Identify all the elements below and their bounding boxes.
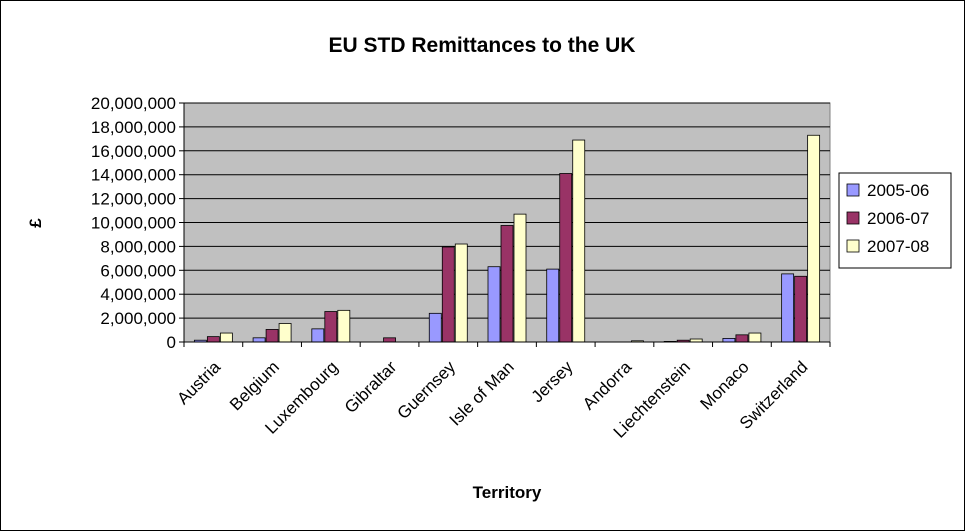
y-tick-label: 18,000,000 [91, 118, 176, 137]
y-tick-label: 12,000,000 [91, 190, 176, 209]
bars [193, 134, 821, 343]
x-category-label: Monaco [697, 357, 753, 413]
legend-label: 2005-06 [867, 181, 929, 200]
bar-2007-08 [572, 139, 586, 343]
bar-2007-08 [454, 243, 468, 343]
y-tick-label: 8,000,000 [100, 237, 176, 256]
x-category-label: Belgium [226, 357, 283, 414]
bar-2005-06 [487, 266, 501, 343]
y-tick-label: 2,000,000 [100, 309, 176, 328]
chart-title: EU STD Remittances to the UK [329, 34, 636, 57]
y-axis-ticks: 0 2,000,000 4,000,000 6,000,000 8,000,000 10,… [91, 94, 830, 352]
legend-label: 2007-08 [867, 237, 929, 256]
legend-swatch [846, 239, 860, 253]
x-category-label: Austria [173, 357, 224, 408]
x-axis-title: Territory [473, 483, 542, 502]
bar-2005-06 [781, 273, 795, 343]
legend-swatch [846, 183, 860, 197]
bar-2005-06 [722, 338, 736, 343]
bar-2006-07 [500, 225, 514, 343]
y-tick-label: 6,000,000 [100, 261, 176, 280]
bar-2006-07 [735, 334, 749, 343]
x-category-label: Andorra [579, 357, 636, 414]
bar-2006-07 [794, 275, 808, 343]
bar-2007-08 [337, 309, 351, 343]
bar-2006-07 [441, 246, 455, 343]
y-tick-label: 0 [167, 333, 176, 352]
y-tick-label: 10,000,000 [91, 214, 176, 233]
bar-2007-08 [219, 332, 233, 343]
bar-2005-06 [311, 328, 325, 343]
y-tick-label: 4,000,000 [100, 285, 176, 304]
x-category-label: Jersey [528, 357, 577, 406]
x-category-label: Gibraltar [341, 357, 401, 417]
bar-2005-06 [428, 312, 442, 343]
bar-2005-06 [252, 337, 266, 343]
bar-2006-07 [324, 311, 338, 343]
bar-2006-07 [265, 329, 279, 343]
bar-2006-07 [383, 337, 396, 343]
bar-2006-07 [559, 173, 573, 343]
y-tick-label: 16,000,000 [91, 142, 176, 161]
bar-2007-08 [807, 134, 821, 343]
bar-2005-06 [546, 268, 560, 343]
bar-2007-08 [513, 213, 527, 343]
legend: 2005-06 2006-07 2007-08 [838, 172, 952, 269]
bar-2006-07 [206, 336, 220, 343]
y-tick-label: 20,000,000 [91, 94, 176, 113]
y-axis-title: £ [26, 218, 45, 228]
legend-swatch [846, 211, 860, 225]
bar-2007-08 [748, 332, 762, 343]
bar-2007-08 [278, 323, 292, 343]
y-tick-label: 14,000,000 [91, 166, 176, 185]
legend-label: 2006-07 [867, 209, 929, 228]
